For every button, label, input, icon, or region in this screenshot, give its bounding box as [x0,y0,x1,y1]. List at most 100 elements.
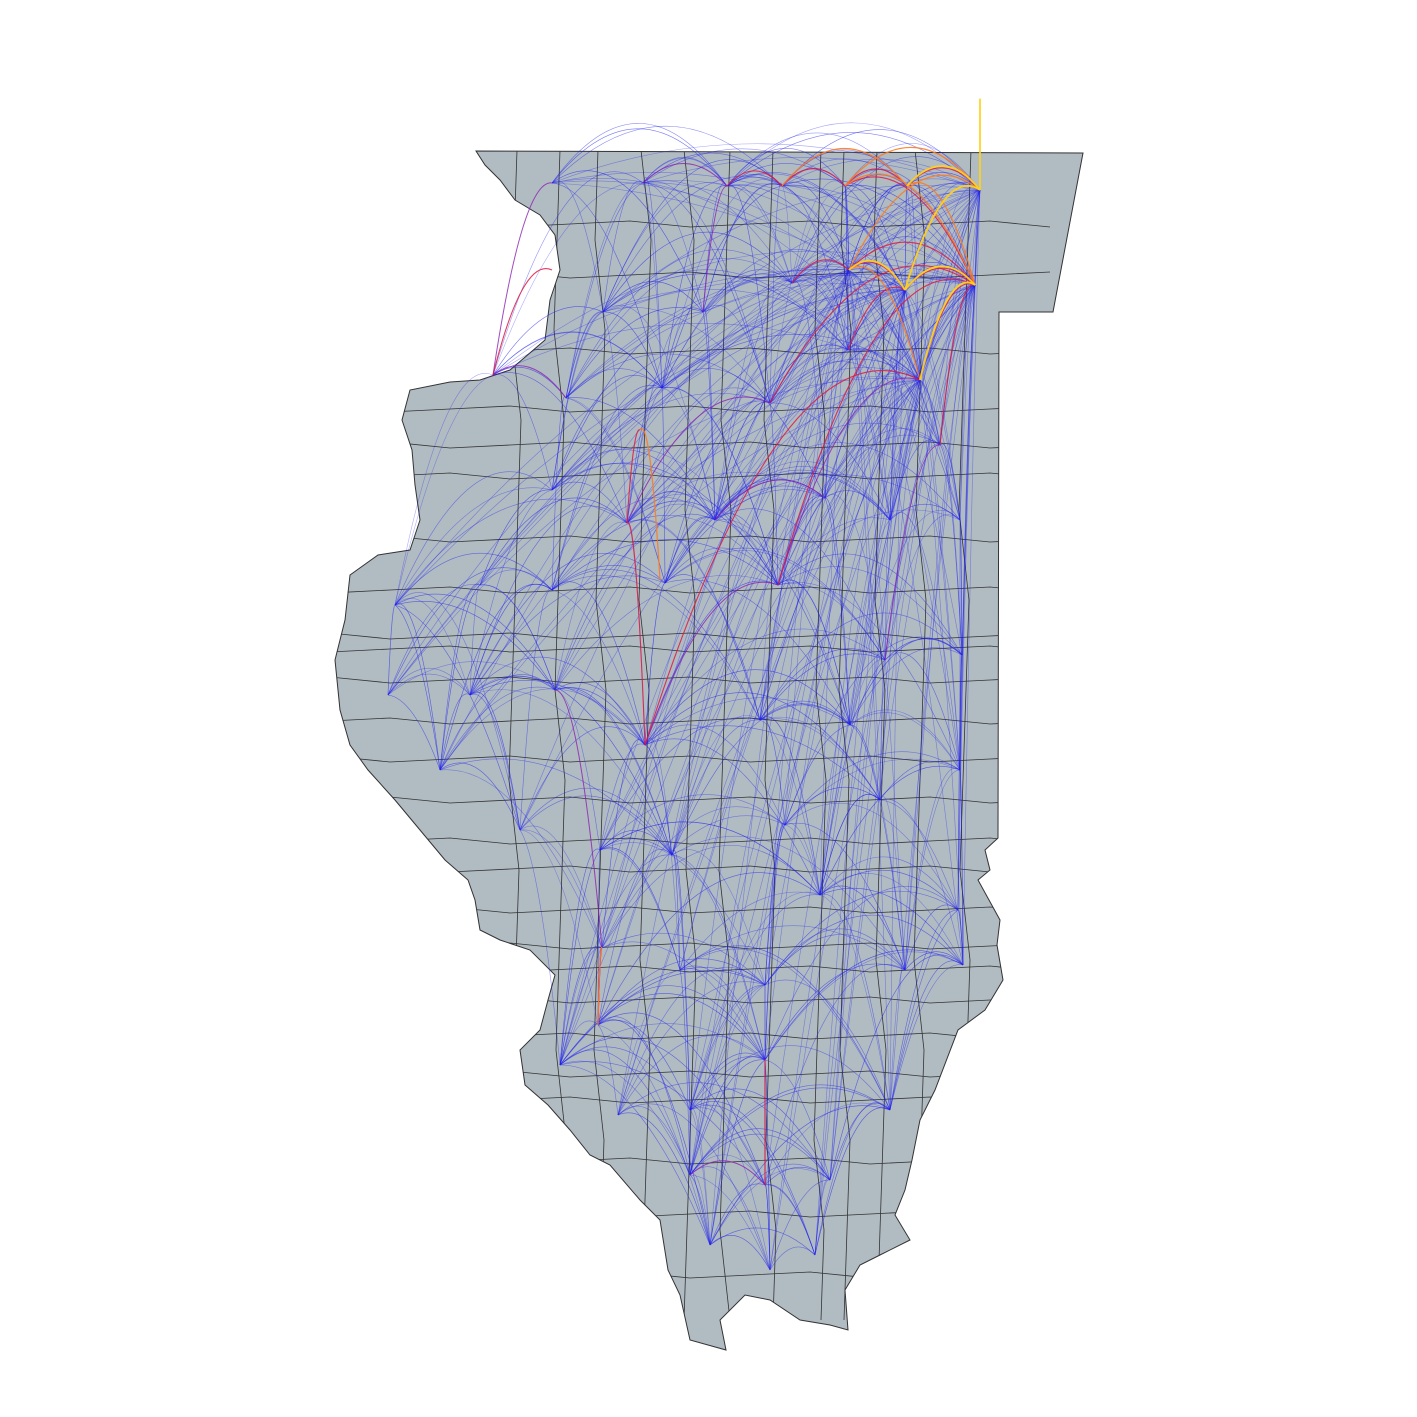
flow-arc [904,769,961,971]
flow-arc [784,802,959,911]
flow-arc [819,289,906,896]
flow-arc [689,1056,766,1176]
flow-arc [626,396,771,524]
flow-arc [919,379,941,446]
flow-arc [394,487,553,606]
flow-arc [819,765,961,896]
flow-arc [439,758,673,856]
flow-arc [642,182,771,404]
flow-arc [781,178,976,286]
flow-arc [599,289,906,851]
flow-arc [959,189,981,521]
flow-arc [601,739,646,949]
flow-arc [709,269,850,1246]
flow-arc [565,258,793,399]
flow-arc [781,185,921,381]
flow-arc [847,348,961,521]
flow-arc [889,968,906,1111]
flow-arc [551,170,704,313]
flow-arc [626,387,663,524]
flow-arc [597,1020,691,1111]
flow-arc [689,1056,766,1111]
flow-arc [889,289,906,521]
flow-arc [664,550,886,661]
flow-arc [777,579,851,726]
flow-arc [819,887,964,966]
flow-arc [679,965,766,1061]
flow-arc [714,474,961,521]
flow-arc [702,269,793,313]
flow-arc [602,281,704,313]
flow-arc [709,1183,766,1246]
flow-arc [889,439,941,521]
flow-arc [565,182,644,399]
flow-arc [904,289,921,381]
flow-arc [597,284,976,1026]
flow-arc [962,189,981,966]
flow-arc [781,181,850,271]
flow-arc [559,379,921,1066]
flow-arc [551,182,663,389]
flow-arc [554,689,603,949]
flow-arc [849,724,906,971]
flow-arc [601,815,786,949]
flow-arc [848,241,976,286]
flow-arc [519,829,599,1026]
flow-arc [726,122,981,191]
flow-arc [726,148,846,187]
flow-arc [889,960,964,1111]
flow-arc [554,687,646,746]
flow-arc [626,307,704,524]
flow-arc [764,949,964,1061]
flow-arc [559,854,673,1066]
flow-arc [702,185,728,313]
flow-arc [769,402,891,521]
flow-arc [957,189,981,911]
flow-arc [814,1107,891,1256]
flow-arc [848,269,961,521]
flow-arc [848,189,981,271]
flow-arc [644,582,666,746]
flow-arc [791,279,891,521]
flow-arc [689,1059,766,1176]
flow-arc [759,284,976,721]
flow-arc [764,379,921,1186]
flow-arc [777,495,826,586]
flow-arc [777,517,891,586]
flow-arc [849,638,963,726]
flow-arc [906,165,981,191]
flow-arc [726,163,846,187]
flow-arc [597,985,766,1061]
flow-arc [764,189,981,986]
flow-arc [714,519,851,726]
flow-arc [664,269,850,584]
flow-arc [394,289,906,606]
flow-arc [784,822,906,971]
flow-arc [689,1133,831,1181]
flow-arc [764,979,891,1111]
flow-arc [617,269,850,1116]
flow-arc [679,891,821,971]
flow-arc [906,185,976,286]
flow-arc [781,158,908,187]
flow-arc [848,265,921,381]
flow-arc [554,521,628,691]
flow-arc [387,604,396,696]
flow-arc [769,1179,831,1271]
flow-arc [791,265,850,284]
flow-arc [904,189,981,971]
county-border [335,405,1051,413]
flow-arc [764,890,959,986]
flow-arc [559,967,766,1066]
flow-arc [671,289,906,856]
flow-arc [602,273,849,351]
flow-arc [551,496,716,591]
flow-arc [919,379,941,446]
flow-arc [559,1020,599,1066]
flow-arc [439,379,921,771]
flow-arc [714,344,849,521]
flow-arc [519,829,603,949]
flow-arc [492,374,553,491]
flow-arc [551,481,628,524]
flow-arc [554,503,716,691]
